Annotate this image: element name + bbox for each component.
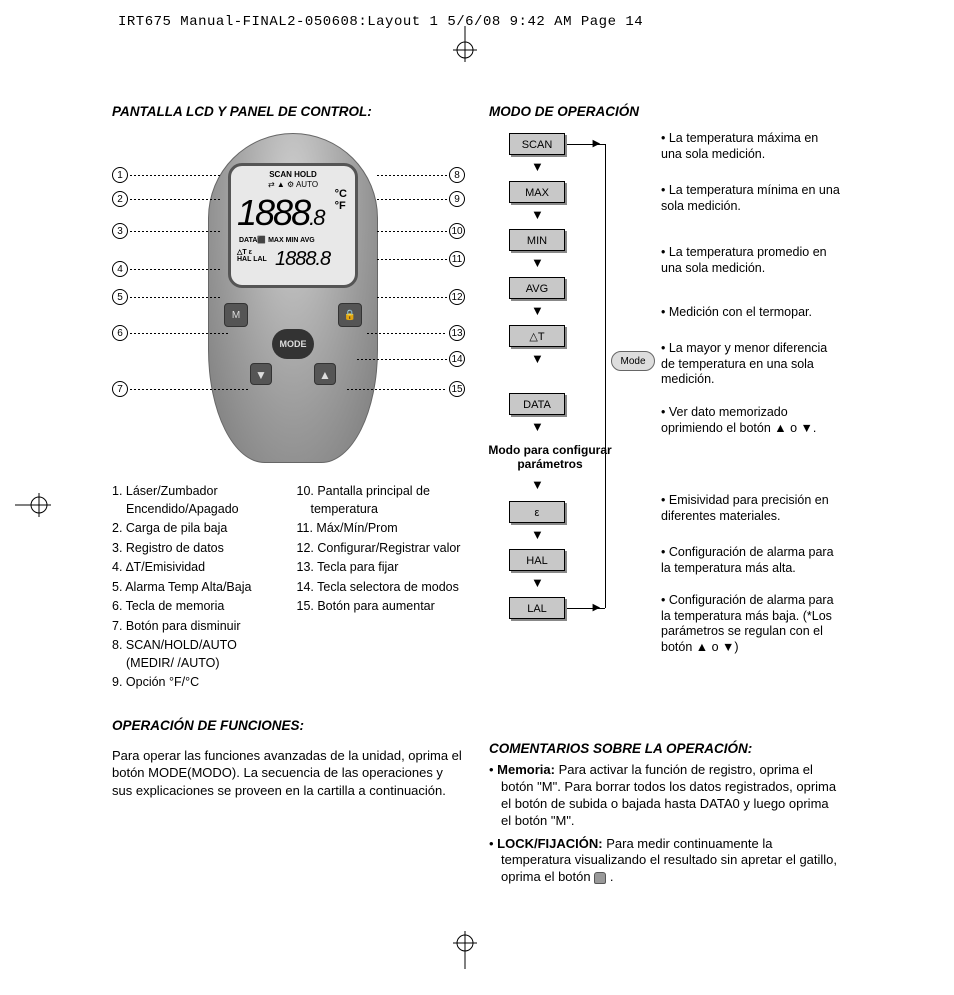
legend-9: 9. Opción °F/°C	[112, 674, 281, 692]
btn-memory: M	[224, 303, 248, 327]
flow-eps: ε	[509, 501, 565, 523]
header-slug: IRT675 Manual-FINAL2-050608:Layout 1 5/6…	[118, 14, 643, 30]
comments-title: COMENTARIOS SOBRE LA OPERACIÓN:	[489, 741, 842, 756]
lcd-scanhold: SCAN HOLD	[231, 170, 355, 179]
desc-5: La mayor y menor diferencia de temperatu…	[661, 341, 842, 388]
desc-6: Ver dato memorizado oprimiendo el botón …	[661, 405, 842, 436]
callout-8: 8	[449, 167, 465, 183]
callout-15: 15	[449, 381, 465, 397]
lcd-sub-reading: 1888.8	[275, 248, 330, 271]
comment-lock: • LOCK/FIJACIÓN: Para medir continuament…	[489, 836, 842, 887]
legend-7: 7. Botón para disminuir	[112, 618, 281, 636]
desc-9: Configuración de alarma para la temperat…	[661, 593, 842, 656]
flow-max: MAX	[509, 181, 565, 203]
legend-12: 12. Configurar/Registrar valor	[297, 540, 466, 558]
callout-2: 2	[112, 191, 128, 207]
legend-13: 13. Tecla para fijar	[297, 559, 466, 577]
btn-lock: 🔒	[338, 303, 362, 327]
callout-1: 1	[112, 167, 128, 183]
lcd-panel-title: PANTALLA LCD Y PANEL DE CONTROL:	[112, 104, 465, 119]
btn-up: ▲	[314, 363, 336, 385]
lcd-main-reading: 1888.8	[237, 192, 323, 234]
lcd-row-hal: △T εHAL LAL	[237, 248, 267, 263]
callout-11: 11	[449, 251, 465, 267]
legend-11: 11. Máx/Mín/Prom	[297, 520, 466, 538]
flow-dt: △T	[509, 325, 565, 347]
desc-3: La temperatura promedio en una sola medi…	[661, 245, 842, 276]
lock-icon	[594, 872, 606, 884]
mode-title: MODO DE OPERACIÓN	[489, 104, 842, 119]
lcd-row-data: DATA⬛ MAX MIN AVG	[239, 236, 315, 244]
legend-5: 5. Alarma Temp Alta/Baja	[112, 579, 281, 597]
callout-3: 3	[112, 223, 128, 239]
legend-4: 4. ∆T/Emisividad	[112, 559, 281, 577]
btn-mode: MODE	[272, 329, 314, 359]
right-column: MODO DE OPERACIÓN SCAN ▼ MAX ▼ MIN ▼ AVG…	[489, 104, 842, 945]
config-label: Modo para configurar parámetros	[485, 443, 615, 472]
legend-8: 8. SCAN/HOLD/AUTO (MEDIR/ /AUTO)	[112, 637, 281, 672]
operation-title: OPERACIÓN DE FUNCIONES:	[112, 718, 465, 733]
callout-13: 13	[449, 325, 465, 341]
flow-min: MIN	[509, 229, 565, 251]
lcd-units: °C°F	[335, 188, 347, 212]
flow-hal: HAL	[509, 549, 565, 571]
legend-6: 6. Tecla de memoria	[112, 598, 281, 616]
desc-4: Medición con el termopar.	[661, 305, 812, 321]
flow-avg: AVG	[509, 277, 565, 299]
lcd-screen: SCAN HOLD ⇄ ▲ ⚙ AUTO 1888.8 °C°F DATA⬛ M…	[228, 163, 358, 288]
comment-memoria: • Memoria: Para activar la función de re…	[489, 762, 842, 830]
legend-10: 10. Pantalla principal de temperatura	[297, 483, 466, 518]
flowchart: SCAN ▼ MAX ▼ MIN ▼ AVG ▼ △T ▼ DATA ▼ Mod…	[489, 133, 842, 733]
desc-8: Configuración de alarma para la temperat…	[661, 545, 842, 576]
callout-5: 5	[112, 289, 128, 305]
legend-15: 15. Botón para aumentar	[297, 598, 466, 616]
callout-14: 14	[449, 351, 465, 367]
page: PANTALLA LCD Y PANEL DE CONTROL: SCAN HO…	[42, 64, 912, 945]
callout-7: 7	[112, 381, 128, 397]
left-column: PANTALLA LCD Y PANEL DE CONTROL: SCAN HO…	[112, 104, 465, 945]
legend-14: 14. Tecla selectora de modos	[297, 579, 466, 597]
btn-down: ▼	[250, 363, 272, 385]
desc-7: Emisividad para precisión en diferentes …	[661, 493, 842, 524]
callout-4: 4	[112, 261, 128, 277]
desc-1: La temperatura máxima en una sola medici…	[661, 131, 842, 162]
callout-10: 10	[449, 223, 465, 239]
legend-1: 1. Láser/Zumbador Encendido/Apagado	[112, 483, 281, 518]
callout-6: 6	[112, 325, 128, 341]
mode-badge: Mode	[611, 351, 655, 371]
flow-data: DATA	[509, 393, 565, 415]
operation-para: Para operar las funciones avanzadas de l…	[112, 747, 465, 800]
callout-legend: 1. Láser/Zumbador Encendido/Apagado 2. C…	[112, 483, 465, 694]
flow-scan: SCAN	[509, 133, 565, 155]
crop-mark-top	[445, 26, 485, 66]
legend-3: 3. Registro de datos	[112, 540, 281, 558]
callout-12: 12	[449, 289, 465, 305]
legend-2: 2. Carga de pila baja	[112, 520, 281, 538]
desc-2: La temperatura mínima en una sola medici…	[661, 183, 842, 214]
flow-lal: LAL	[509, 597, 565, 619]
callout-9: 9	[449, 191, 465, 207]
device-figure: SCAN HOLD ⇄ ▲ ⚙ AUTO 1888.8 °C°F DATA⬛ M…	[112, 133, 465, 473]
